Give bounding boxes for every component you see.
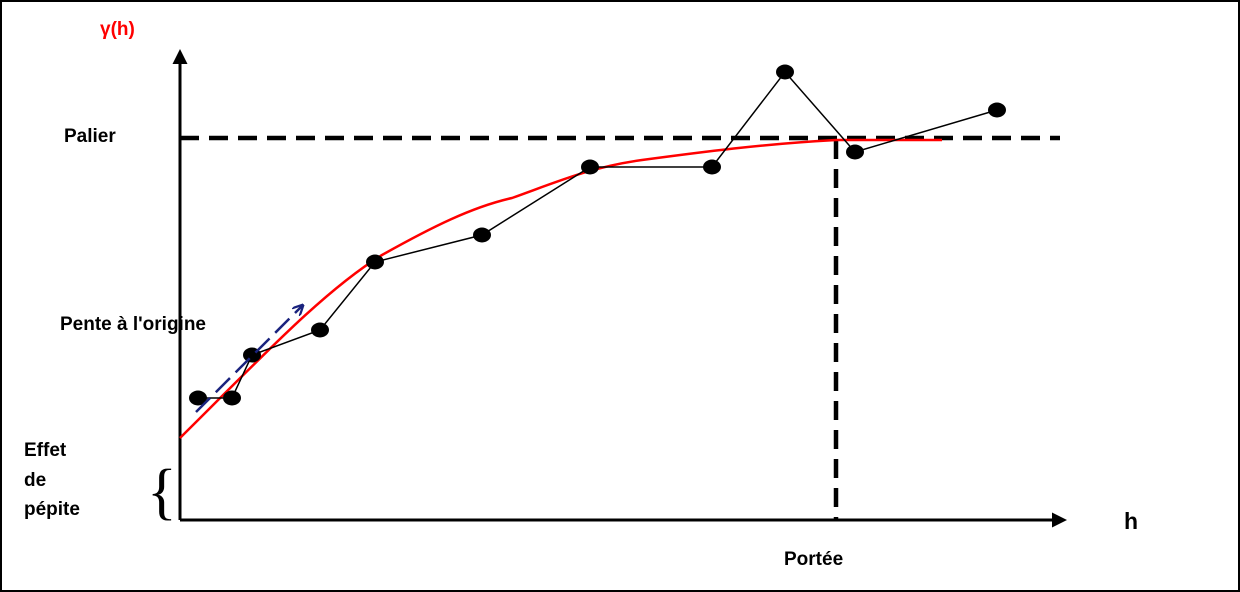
data-point [189,390,207,406]
data-point [311,322,329,338]
data-point [703,159,721,175]
nugget-label-line1: Effet [24,440,67,461]
nugget-label-line2: de [24,470,46,491]
nugget-brace-icon: { [147,458,177,526]
experimental-points [189,64,1006,406]
slope-label: Pente à l'origine [60,314,206,335]
experimental-variogram-line [198,70,998,399]
y-axis-label: γ(h) [100,19,135,40]
data-point [846,144,864,160]
data-point [473,227,491,243]
data-point [581,159,599,175]
sill-label: Palier [64,126,116,147]
nugget-label-line3: pépite [24,499,80,520]
data-point [988,102,1006,118]
data-point [366,254,384,270]
data-point [776,64,794,80]
range-label: Portée [784,549,843,570]
x-axis-label: h [1124,508,1138,534]
model-variogram-curve [179,138,942,439]
slope-arrow [195,306,302,413]
data-point [223,390,241,406]
